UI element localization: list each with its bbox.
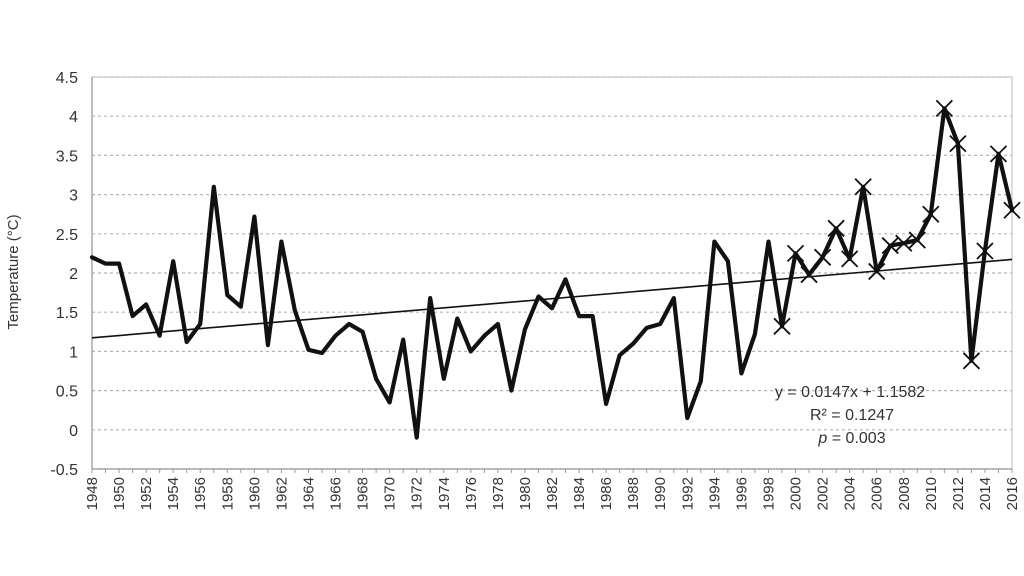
x-tick-label: 1956 [192,477,209,510]
marker-stroke [976,242,994,260]
marker-stroke [868,262,886,281]
x-tick-label: 2010 [923,477,940,510]
data-point-marker [1003,201,1021,219]
x-tick-label: 2014 [977,477,994,510]
y-tick-label: 0 [69,423,78,440]
y-tick-label: 3 [69,188,78,205]
y-tick-label: 4.5 [56,70,78,87]
x-tick-label: 1974 [436,477,453,510]
y-tick-label: 1.5 [56,305,78,322]
x-tick-label: 2000 [788,477,805,510]
x-tick-label: 1966 [328,477,345,510]
p-value: = 0.003 [827,430,885,447]
data-point-marker [922,205,940,223]
x-tick-label: 2012 [950,477,967,510]
data-point-marker [976,242,994,260]
regression-equation: y = 0.0147x + 1.1582 [775,384,925,401]
data-point-marker [962,352,981,370]
p-symbol: p [817,430,827,447]
y-tick-labels: -0.5 0 0.5 1 1.5 2 2.5 3 3.5 4 4.5 [50,70,78,479]
marker-stroke [841,250,859,268]
x-tick-label: 1992 [679,477,696,510]
trendline [91,258,1013,339]
data-point-marker [800,265,818,284]
x-tick-label: 1996 [733,477,750,510]
marker-stroke [1003,201,1021,219]
y-tick-label: 1 [69,344,78,361]
x-tick-label: 1972 [409,477,426,510]
marker-stroke [800,265,818,284]
x-tick-label: 1988 [625,477,642,510]
x-tick-label: 1990 [652,477,669,510]
y-tick-label: 4 [69,109,78,126]
y-tick-label: 0.5 [56,384,78,401]
x-tick-label: 1984 [571,477,588,510]
x-tick-labels: 1948 1950 1952 1954 1956 1958 1960 1962 1964 1966… [84,477,1021,510]
x-tick-label: 1998 [761,477,778,510]
x-tick-label: 2006 [869,477,886,510]
marker-stroke [922,205,940,223]
series-line-1 [89,184,785,440]
x-tick-label: 1978 [490,477,507,510]
marker-stroke [935,99,953,117]
marker-stroke [895,234,913,252]
series-line-2 [779,106,1015,363]
x-tick-label: 1954 [165,477,182,510]
data-point-marker [868,262,886,281]
data-point-marker [935,99,953,117]
x-tick-label: 1976 [463,477,480,510]
marker-stroke [773,317,791,335]
x-tick-label: 1952 [138,477,155,510]
data-point-marker [854,178,872,196]
x-tick-label: 1960 [246,477,263,510]
marker-stroke [881,236,899,255]
x-tick-label: 1964 [301,477,318,510]
data-point-marker [786,244,805,263]
data-point-marker [773,317,791,335]
y-tick-label: -0.5 [50,462,78,479]
marker-stroke [813,248,832,266]
x-tick-label: 1970 [382,477,399,510]
series-markers [773,99,1021,370]
marker-stroke [854,178,872,196]
p-value-label: p = 0.003 [817,430,885,447]
marker-stroke [827,219,845,237]
data-point-marker [841,250,859,268]
data-point-marker [827,219,845,237]
x-tick-label: 1950 [111,477,128,510]
marker-stroke [908,231,926,249]
x-tick-label: 2008 [896,477,913,510]
x-tick-label: 2016 [1004,477,1021,510]
x-tick-label: 1962 [273,477,290,510]
marker-stroke [962,352,981,370]
y-tick-label: 2 [69,266,78,283]
x-tick-label: 1986 [598,477,615,510]
x-tick-label: 2004 [842,477,859,510]
data-point-marker [895,234,913,252]
y-axis-label: Temperature (°C) [5,214,22,329]
y-tick-label: 2.5 [56,227,78,244]
x-tick-label: 1948 [84,477,101,510]
r-squared-label: R² = 0.1247 [810,407,894,424]
data-point-marker [949,135,967,153]
x-tick-label: 1980 [517,477,534,510]
marker-stroke [786,244,805,263]
x-tick-label: 2002 [815,477,832,510]
data-point-marker [989,145,1008,163]
x-tick-label: 1982 [544,477,561,510]
marker-stroke [989,145,1008,163]
x-tick-label: 1968 [355,477,372,510]
marker-stroke [949,135,967,153]
data-point-marker [813,248,832,266]
data-point-marker [908,231,926,249]
plot-area [91,76,1013,473]
trendline-line [91,258,1013,339]
x-tick-label: 1958 [219,477,236,510]
x-tick-label: 1994 [706,477,723,510]
y-tick-label: 3.5 [56,148,78,165]
